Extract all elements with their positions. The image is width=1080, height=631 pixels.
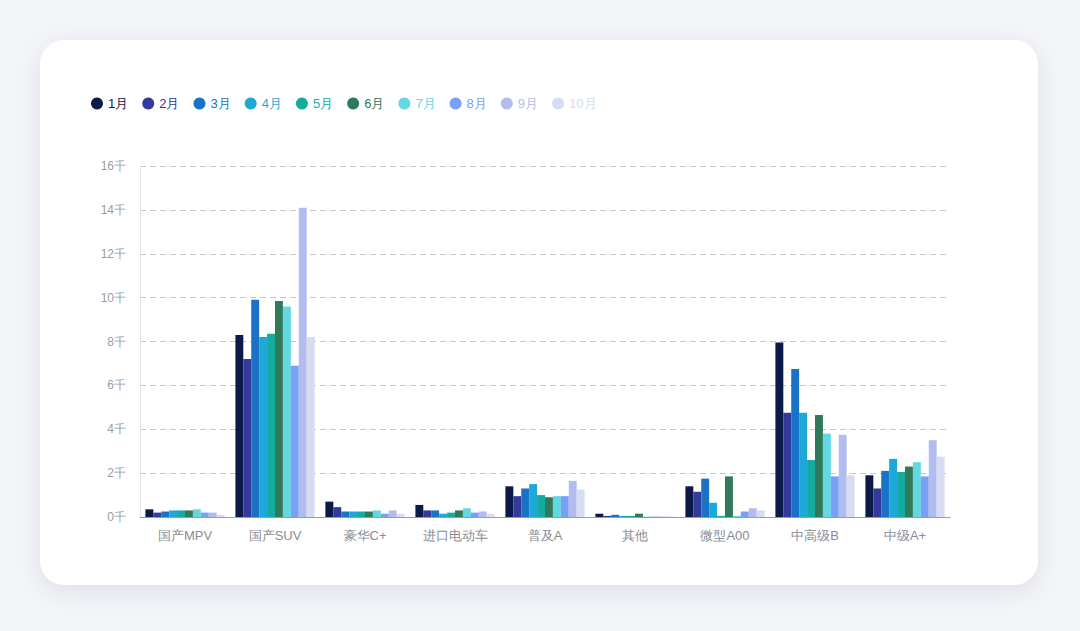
svg-text:国产SUV: 国产SUV	[249, 528, 302, 543]
svg-text:豪华C+: 豪华C+	[344, 528, 387, 543]
svg-text:7月: 7月	[415, 96, 435, 111]
svg-text:12千: 12千	[101, 247, 126, 261]
svg-text:8千: 8千	[107, 335, 126, 349]
svg-text:普及A: 普及A	[528, 528, 563, 543]
svg-text:6千: 6千	[107, 378, 126, 392]
svg-text:1月: 1月	[108, 96, 128, 111]
svg-text:14千: 14千	[101, 203, 126, 217]
svg-text:5月: 5月	[313, 96, 333, 111]
svg-text:10月: 10月	[569, 96, 596, 111]
svg-text:其他: 其他	[622, 528, 648, 543]
svg-text:9月: 9月	[518, 96, 538, 111]
svg-text:8月: 8月	[467, 96, 487, 111]
svg-text:微型A00: 微型A00	[700, 528, 749, 543]
svg-text:中高级B: 中高级B	[791, 528, 839, 543]
svg-text:0千: 0千	[107, 510, 126, 524]
svg-text:进口电动车: 进口电动车	[423, 528, 488, 543]
svg-text:3月: 3月	[210, 96, 230, 111]
svg-text:10千: 10千	[101, 291, 126, 305]
svg-text:中级A+: 中级A+	[884, 528, 926, 543]
svg-text:4千: 4千	[107, 422, 126, 436]
svg-text:4月: 4月	[262, 96, 282, 111]
svg-text:国产MPV: 国产MPV	[158, 528, 213, 543]
svg-text:16千: 16千	[101, 159, 126, 173]
svg-text:2千: 2千	[107, 466, 126, 480]
svg-text:2月: 2月	[159, 96, 179, 111]
svg-text:6月: 6月	[364, 96, 384, 111]
